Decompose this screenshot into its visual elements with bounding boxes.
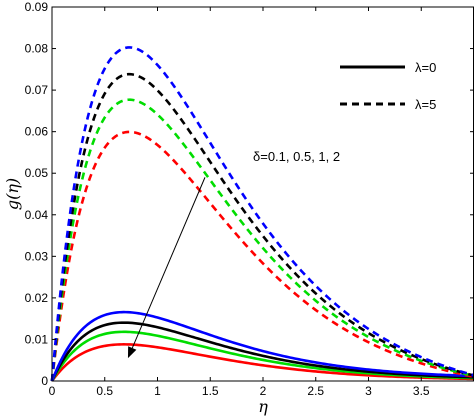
annotation-text: δ=0.1, 0.5, 1, 2 xyxy=(253,149,340,164)
x-axis-label: η xyxy=(258,397,268,416)
y-tick-label: 0.09 xyxy=(25,0,49,14)
series-line-solid-0 xyxy=(50,343,474,382)
series-line-dashed-4 xyxy=(50,130,474,382)
series-line-solid-2 xyxy=(50,321,474,382)
y-tick-label: 0.05 xyxy=(25,166,49,180)
series-line-dashed-7 xyxy=(50,46,474,382)
series-line-dashed-5 xyxy=(50,98,474,382)
y-tick-label: 0.03 xyxy=(25,249,49,263)
legend-label-solid: λ=0 xyxy=(415,60,436,75)
y-axis-label: g(η) xyxy=(3,178,22,210)
y-tick-label: 0.02 xyxy=(25,291,49,305)
x-tick-label: 0.5 xyxy=(96,384,113,398)
legend: λ=0 λ=5 xyxy=(340,60,436,112)
legend-label-dashed: λ=5 xyxy=(415,97,436,112)
y-tick-label: 0.06 xyxy=(25,125,49,139)
y-tick-label: 0 xyxy=(41,374,48,388)
x-tick-label: 3.5 xyxy=(413,384,430,398)
x-tick-label: 2.5 xyxy=(307,384,324,398)
x-tick-label: 0 xyxy=(49,384,56,398)
series-line-dashed-6 xyxy=(50,72,474,382)
x-tick-label: 1.5 xyxy=(202,384,219,398)
annotation: δ=0.1, 0.5, 1, 2 xyxy=(127,149,340,359)
y-tick-label: 0.04 xyxy=(25,208,49,222)
y-tick-label: 0.08 xyxy=(25,42,49,56)
series-lines xyxy=(50,46,474,382)
annotation-arrow xyxy=(131,177,206,349)
x-tick-label: 1 xyxy=(154,384,161,398)
x-tick-label: 2 xyxy=(260,384,267,398)
y-tick-label: 0.07 xyxy=(25,83,49,97)
annotation-arrowhead xyxy=(127,346,137,359)
axis-ticks: 0 0.5 1 1.5 2 2.5 3 3.5 0 0.01 0.02 0.03 0.04 0.05 0.0… xyxy=(25,0,474,398)
plot-frame xyxy=(51,6,474,382)
x-tick-label: 3 xyxy=(365,384,372,398)
series-line-solid-3 xyxy=(50,310,474,382)
y-tick-label: 0.01 xyxy=(25,332,49,346)
